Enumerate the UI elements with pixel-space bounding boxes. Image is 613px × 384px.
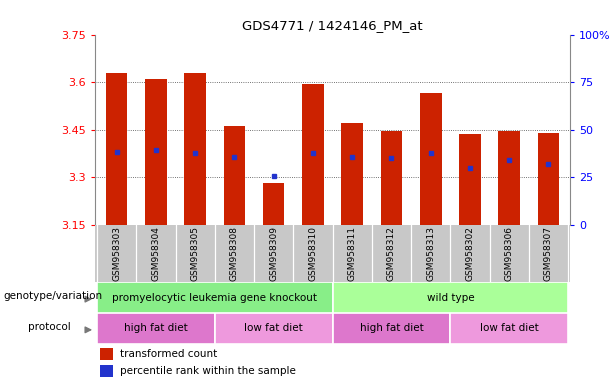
Bar [215,313,332,344]
Bar [381,131,402,225]
Bar [185,73,206,225]
Text: GSM958309: GSM958309 [269,227,278,281]
Text: GSM958310: GSM958310 [308,227,318,281]
Bar [263,184,284,225]
Bar [420,93,441,225]
Text: GSM958306: GSM958306 [504,227,514,281]
Bar [106,73,128,225]
Text: promyelocytic leukemia gene knockout: promyelocytic leukemia gene knockout [112,293,318,303]
Text: high fat diet: high fat diet [124,323,188,333]
Bar [97,313,215,344]
Bar [498,131,520,225]
Bar [332,282,568,313]
Text: GSM958304: GSM958304 [151,227,161,281]
Bar [341,123,363,225]
Text: GSM958312: GSM958312 [387,227,396,281]
Bar [145,79,167,225]
Text: GSM958307: GSM958307 [544,227,553,281]
Text: percentile rank within the sample: percentile rank within the sample [120,366,296,376]
Text: low fat diet: low fat diet [480,323,539,333]
Bar [451,313,568,344]
Bar [224,126,245,225]
Text: GSM958313: GSM958313 [426,227,435,281]
Bar [97,282,333,313]
Text: high fat diet: high fat diet [360,323,424,333]
Text: genotype/variation: genotype/variation [3,291,102,301]
Bar [100,348,113,360]
Title: GDS4771 / 1424146_PM_at: GDS4771 / 1424146_PM_at [242,19,423,32]
Text: GSM958308: GSM958308 [230,227,239,281]
Bar [332,313,451,344]
Text: GSM958303: GSM958303 [112,227,121,281]
Bar [100,365,113,377]
Text: transformed count: transformed count [120,349,218,359]
Text: wild type: wild type [427,293,474,303]
Text: GSM958305: GSM958305 [191,227,200,281]
Bar [459,134,481,225]
Bar [302,84,324,225]
Text: GSM958302: GSM958302 [465,227,474,281]
Bar [538,133,559,225]
Text: GSM958311: GSM958311 [348,227,357,281]
Text: low fat diet: low fat diet [245,323,303,333]
Text: protocol: protocol [28,322,70,332]
